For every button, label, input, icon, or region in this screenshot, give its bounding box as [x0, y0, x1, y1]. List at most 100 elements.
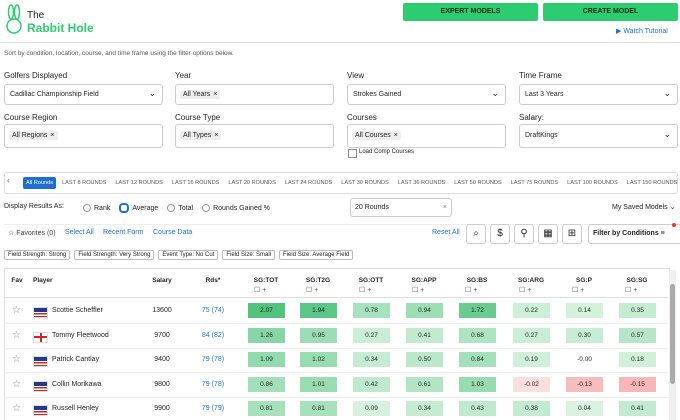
filter-box[interactable]: Cadillac Championship Field ⌄: [4, 84, 163, 105]
toolbar-icon[interactable]: ▦: [538, 224, 558, 244]
round-tab[interactable]: LAST 150 ROUNDS: [626, 180, 678, 186]
stat-cell: 0.22: [513, 303, 550, 318]
stat-cell: 0.18: [619, 352, 656, 367]
round-tab[interactable]: LAST 8 ROUNDS: [62, 180, 107, 186]
filter-box[interactable]: All Regions ×: [4, 124, 163, 148]
round-tab[interactable]: LAST 30 ROUNDS: [341, 180, 389, 186]
toolbar-icon[interactable]: ⌕: [466, 224, 486, 244]
salary: 9800: [154, 380, 170, 388]
radio: [202, 204, 211, 212]
filter-label: Golfers Displayed: [4, 71, 68, 80]
toolbar-icon[interactable]: ⚲: [514, 224, 534, 244]
filter-label: Course Type: [175, 113, 221, 122]
column-header[interactable]: SG:SG: [626, 277, 648, 284]
round-tab[interactable]: LAST 16 ROUNDS: [171, 180, 220, 186]
rounds: 79 (79): [201, 405, 225, 412]
favorites[interactable]: ☆ Favorites (0): [8, 230, 56, 237]
load-comp-checkbox[interactable]: [348, 149, 357, 158]
filter-value: Strokes Gained: [353, 90, 402, 98]
column-header[interactable]: Fav: [11, 277, 23, 284]
stat-cell: 1.01: [300, 376, 337, 392]
favorite-star[interactable]: ☆: [12, 329, 21, 341]
round-tab[interactable]: LAST 75 ROUNDS: [510, 180, 559, 186]
divider: [0, 42, 680, 43]
header-controls: ☐ +: [306, 287, 319, 294]
round-tab[interactable]: All Rounds: [23, 177, 57, 189]
column-header[interactable]: SG:T2G: [305, 277, 331, 284]
player-name[interactable]: Scottie Scheffler: [52, 307, 103, 314]
player-name[interactable]: Patrick Cantlay: [52, 356, 100, 363]
column-header[interactable]: Rds*: [205, 277, 221, 284]
expert-models-button[interactable]: EXPERT MODELS: [403, 3, 538, 21]
flag: [33, 331, 48, 343]
column-header[interactable]: SG:BS: [466, 277, 488, 284]
column-header[interactable]: Player: [33, 277, 53, 284]
description: Sort by condition, location, course, and…: [4, 50, 234, 57]
reset-all[interactable]: Reset All: [432, 229, 460, 236]
column-header[interactable]: SG:P: [576, 277, 592, 284]
column-header[interactable]: SG:ARG: [518, 277, 544, 284]
favorite-star[interactable]: ☆: [12, 305, 21, 316]
create-model-button[interactable]: CREATE MODEL: [543, 3, 678, 21]
round-tab[interactable]: LAST 24 ROUNDS: [284, 180, 333, 186]
select-all[interactable]: Select All: [65, 229, 94, 236]
filter-box[interactable]: Last 3 Years ⌄: [519, 84, 678, 105]
display-option[interactable]: Total: [167, 203, 193, 213]
radio: [83, 204, 91, 212]
stat-cell: 0.14: [566, 303, 603, 318]
display-option[interactable]: Rank: [83, 203, 110, 213]
condition-chip[interactable]: Field Strength: Very Strong: [74, 250, 155, 260]
filter-chip: All Regions ×: [9, 131, 58, 140]
filter-box[interactable]: DraftKings ⌄: [519, 124, 678, 148]
round-tab[interactable]: LAST 50 ROUNDS: [454, 180, 502, 186]
filter-chip-text: All Types: [183, 132, 212, 139]
favorite-star[interactable]: ☆: [12, 354, 21, 365]
tabs-left-arrow[interactable]: ‹: [7, 176, 10, 185]
column-header[interactable]: SG:APP: [411, 277, 437, 284]
recent-form[interactable]: Recent Form: [103, 229, 144, 236]
filter-chip: All Types ×: [180, 131, 222, 140]
filter-box[interactable]: All Types ×: [175, 124, 334, 148]
watch-tutorial[interactable]: ▶ Watch Tutorial: [616, 28, 668, 35]
header-controls: ☐ +: [625, 287, 638, 294]
rounds-input[interactable]: 20 Rounds ×: [350, 198, 452, 217]
player-name[interactable]: Russell Henley: [52, 405, 99, 412]
saved-models[interactable]: My Saved Models ⌄: [612, 204, 676, 211]
filter-conditions-button[interactable]: Filter by Conditions ≡: [588, 224, 680, 244]
stat-cell: 0.09: [353, 401, 390, 416]
condition-chip[interactable]: Field Size: Small: [222, 250, 276, 260]
salary: 9400: [154, 356, 170, 363]
favorite-star[interactable]: ☆: [12, 403, 21, 414]
filter-box[interactable]: All Courses ×: [347, 124, 506, 148]
rounds-input-text: 20 Rounds: [355, 204, 389, 211]
favorite-star[interactable]: ☆: [12, 378, 21, 390]
column-header[interactable]: SG:OTT: [358, 277, 384, 284]
round-tab[interactable]: LAST 12 ROUNDS: [115, 180, 163, 186]
stat-cell: 0.41: [619, 401, 656, 416]
course-data[interactable]: Course Data: [153, 229, 193, 236]
stat-cell: -0.15: [619, 376, 656, 392]
radio: [167, 204, 176, 212]
display-option[interactable]: Rounds Gained %: [202, 203, 270, 213]
condition-chip[interactable]: Field Strength: Strong: [4, 250, 71, 260]
toolbar-icon[interactable]: ⊞: [562, 224, 582, 244]
column-header[interactable]: SG:TOT: [253, 277, 279, 284]
round-tab[interactable]: LAST 36 ROUNDS: [397, 180, 446, 186]
row-line: [4, 347, 668, 349]
condition-chip[interactable]: Field Size: Average Field: [279, 250, 354, 260]
player-name[interactable]: Tommy Fleetwood: [52, 331, 109, 339]
stat-cell: 0.38: [513, 401, 550, 416]
stat-cell: 0.57: [619, 327, 656, 343]
display-label: Display Results As:: [4, 203, 64, 210]
column-header[interactable]: Salary: [152, 277, 172, 284]
display-option[interactable]: Average: [119, 203, 158, 213]
player-name[interactable]: Collin Morikawa: [52, 380, 102, 388]
condition-chip[interactable]: Event Type: No Cut: [158, 250, 219, 260]
round-tab[interactable]: LAST 100 ROUNDS: [567, 180, 618, 186]
toolbar-icon[interactable]: $: [490, 224, 510, 244]
scrollbar[interactable]: [669, 270, 676, 420]
filter-box[interactable]: Strokes Gained ⌄: [347, 84, 506, 105]
round-tab[interactable]: LAST 20 ROUNDS: [228, 180, 276, 186]
stat-cell: 0.61: [406, 376, 443, 392]
filter-box[interactable]: All Years ×: [175, 84, 334, 105]
